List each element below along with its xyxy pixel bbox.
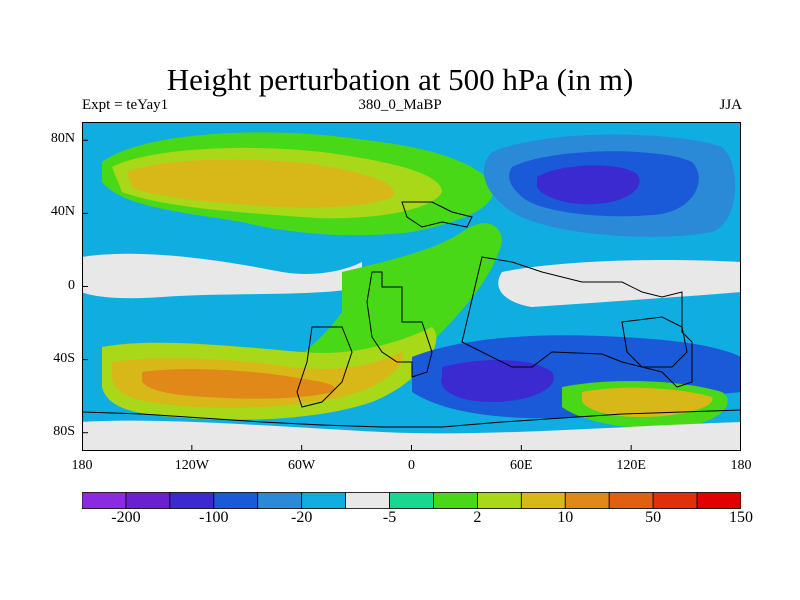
color-labelbar: [81, 492, 742, 509]
map-panel: [81, 122, 742, 451]
x-tick-label: 180: [71, 458, 93, 473]
x-tick-label: 60E: [510, 458, 533, 473]
labelbar-label: -5: [382, 509, 397, 526]
labelbar-label: 2: [473, 509, 482, 526]
labelbar-label: -200: [111, 509, 141, 526]
labelbar-box: [433, 492, 478, 509]
labelbar-box: [520, 492, 566, 509]
field-region-equator-zero: [82, 253, 362, 299]
y-tick-label: 80N: [50, 131, 75, 147]
x-tick-label: 0: [408, 458, 415, 473]
x-tick-label: 60W: [288, 458, 316, 473]
field-region-south-zero: [82, 420, 741, 451]
plot-title: Height perturbation at 500 hPa (in m): [166, 62, 634, 97]
y-tick-label: 0: [68, 277, 75, 293]
land-outline-australia: [621, 316, 688, 368]
labelbar-box: [608, 492, 654, 509]
labelbar-box: [389, 492, 434, 509]
field-region-sh-darkorange: [142, 369, 335, 399]
labelbar-box: [345, 492, 390, 509]
land-outline-africa: [366, 271, 433, 378]
land-outline-south-america: [296, 326, 353, 408]
labelbar-boxes: [81, 492, 742, 509]
labelbar-box: [564, 492, 610, 509]
labelbar-box: [476, 492, 522, 509]
experiment-label: Expt = teYay1: [82, 97, 169, 113]
labelbar-box: [125, 492, 171, 509]
labelbar-box: [169, 492, 215, 509]
y-tick-label: 80S: [53, 423, 75, 439]
labelbar-label: 10: [557, 509, 574, 526]
labelbar-box: [213, 492, 259, 509]
labelbar-box: [652, 492, 698, 509]
field-region-east-zero: [498, 260, 741, 307]
labelbar-label: -100: [199, 509, 229, 526]
field-region-ne-low-core: [537, 165, 640, 205]
height-field-map: [81, 122, 742, 451]
season-label: JJA: [719, 97, 742, 113]
labelbar-box: [301, 492, 347, 509]
labelbar-label: -20: [290, 509, 313, 526]
labelbar-label: 150: [729, 509, 753, 526]
field-region-se-yellow: [582, 387, 713, 417]
land-outline-europe: [401, 201, 473, 228]
labelbar-box: [696, 492, 742, 509]
field-region-sh-low-core: [441, 360, 554, 402]
y-tick-label: 40S: [53, 350, 75, 366]
labelbar-label: 50: [645, 509, 662, 526]
labelbar-box: [81, 492, 127, 509]
y-tick-label: 40N: [50, 204, 75, 220]
labelbar-box: [257, 492, 303, 509]
field-region-nh-orange: [127, 159, 394, 208]
land-outline-antarctica: [82, 409, 741, 428]
x-tick-label: 120W: [174, 458, 209, 473]
land-outline-asia: [461, 256, 693, 388]
x-tick-label: 180: [730, 458, 752, 473]
x-tick-label: 120E: [616, 458, 646, 473]
time-label: 380_0_MaBP: [358, 97, 442, 113]
